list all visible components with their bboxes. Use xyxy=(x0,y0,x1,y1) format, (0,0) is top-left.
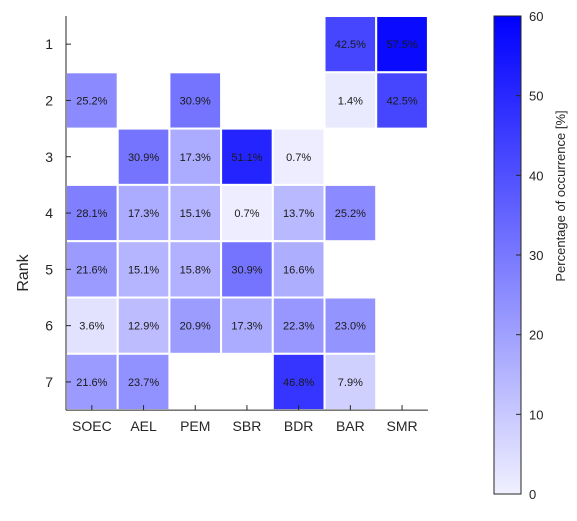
heatmap-cell xyxy=(116,352,171,412)
cell-value-label: 46.8% xyxy=(283,377,314,389)
cell-value-label: 20.9% xyxy=(180,321,211,333)
cell-value-label: 30.9% xyxy=(128,152,159,164)
colorbar-tick-labels: 0 10 20 30 40 50 60 xyxy=(529,9,543,502)
cell-value-label: 28.1% xyxy=(76,208,107,220)
x-tick-label: SMR xyxy=(386,418,417,434)
cell-value-label: 42.5% xyxy=(386,95,417,107)
heatmap-cell xyxy=(323,352,378,412)
cell-value-label: 3.6% xyxy=(79,321,104,333)
colorbar xyxy=(493,15,522,495)
heatmap-cell xyxy=(65,296,119,355)
heatmap-cell xyxy=(220,240,274,299)
cell-value-label: 15.8% xyxy=(180,264,211,276)
colorbar-tick-label: 60 xyxy=(529,9,543,24)
cell-value-label: 0.7% xyxy=(234,208,259,220)
x-tick-label: PEM xyxy=(180,418,210,434)
cell-value-label: 23.7% xyxy=(128,377,159,389)
cell-value-label: 30.9% xyxy=(231,264,262,276)
colorbar-tick-label: 50 xyxy=(529,89,543,104)
heatmap-cell xyxy=(323,15,378,74)
cell-value-label: 16.6% xyxy=(283,264,314,276)
colorbar-label: Percentage of occurrence [%] xyxy=(553,110,568,281)
y-tick-label: 2 xyxy=(45,92,53,108)
x-tick-label: SOEC xyxy=(72,418,112,434)
colorbar-tick-label: 0 xyxy=(529,487,536,502)
heatmap-cell xyxy=(323,183,378,243)
heatmap-cell xyxy=(168,71,223,130)
heatmap-cell xyxy=(271,240,326,299)
x-tick-labels: SOEC AEL PEM SBR BDR BAR SMR xyxy=(72,418,418,434)
cell-value-label: 15.1% xyxy=(128,264,159,276)
cell-value-label: 57.5% xyxy=(386,39,417,51)
cell-value-label: 17.3% xyxy=(180,152,211,164)
cell-value-label: 17.3% xyxy=(231,321,262,333)
y-tick-label: 1 xyxy=(45,36,53,52)
x-tick-label: AEL xyxy=(130,418,157,434)
colorbar-tick-label: 10 xyxy=(529,407,543,422)
heatmap-cell xyxy=(168,240,223,299)
cell-value-label: 51.1% xyxy=(231,152,262,164)
heatmap-cell xyxy=(116,296,171,355)
cell-value-label: 30.9% xyxy=(180,95,211,107)
colorbar-tick-label: 40 xyxy=(529,168,543,183)
cell-value-label: 21.6% xyxy=(76,264,107,276)
cell-value-label: 25.2% xyxy=(335,208,366,220)
y-axis-label: Rank xyxy=(15,253,32,291)
y-tick-label: 6 xyxy=(45,318,53,334)
y-tick-label: 5 xyxy=(45,261,53,277)
heatmap-cell xyxy=(116,183,171,243)
cell-value-label: 0.7% xyxy=(286,152,311,164)
x-tick-label: BAR xyxy=(336,418,365,434)
y-tick-labels: 1 2 3 4 5 6 7 xyxy=(45,36,53,390)
cell-value-label: 7.9% xyxy=(338,377,363,389)
heatmap-cell xyxy=(323,296,378,355)
heatmap-cell-labels: 42.5% 57.5% 25.2% 30.9% 1.4% 42.5% 30.9% 17.3% 5… xyxy=(76,39,418,389)
x-tick-label: BDR xyxy=(284,418,314,434)
cell-value-label: 21.6% xyxy=(76,377,107,389)
cell-value-label: 13.7% xyxy=(283,208,314,220)
heatmap-cell xyxy=(323,71,378,130)
cell-value-label: 15.1% xyxy=(180,208,211,220)
colorbar-tick-label: 20 xyxy=(529,328,543,343)
x-tick-label: SBR xyxy=(233,418,262,434)
heatmap-cell xyxy=(65,71,119,130)
heatmap-cell xyxy=(220,296,274,355)
cell-value-label: 42.5% xyxy=(335,39,366,51)
y-tick-label: 3 xyxy=(45,149,53,165)
cell-value-label: 17.3% xyxy=(128,208,159,220)
plot-axes xyxy=(65,16,428,411)
heatmap-cell xyxy=(220,183,274,243)
cell-value-label: 25.2% xyxy=(76,95,107,107)
heatmap-cell xyxy=(168,127,223,186)
cell-value-label: 22.3% xyxy=(283,321,314,333)
cell-value-label: 1.4% xyxy=(338,95,363,107)
heatmap-cell xyxy=(375,71,429,130)
heatmap-cells xyxy=(65,15,429,412)
y-tick-label: 7 xyxy=(45,374,53,390)
heatmap-cell xyxy=(271,127,326,186)
cell-value-label: 12.9% xyxy=(128,321,159,333)
y-tick-label: 4 xyxy=(45,205,53,221)
cell-value-label: 23.0% xyxy=(335,321,366,333)
colorbar-tick-label: 30 xyxy=(529,248,543,263)
